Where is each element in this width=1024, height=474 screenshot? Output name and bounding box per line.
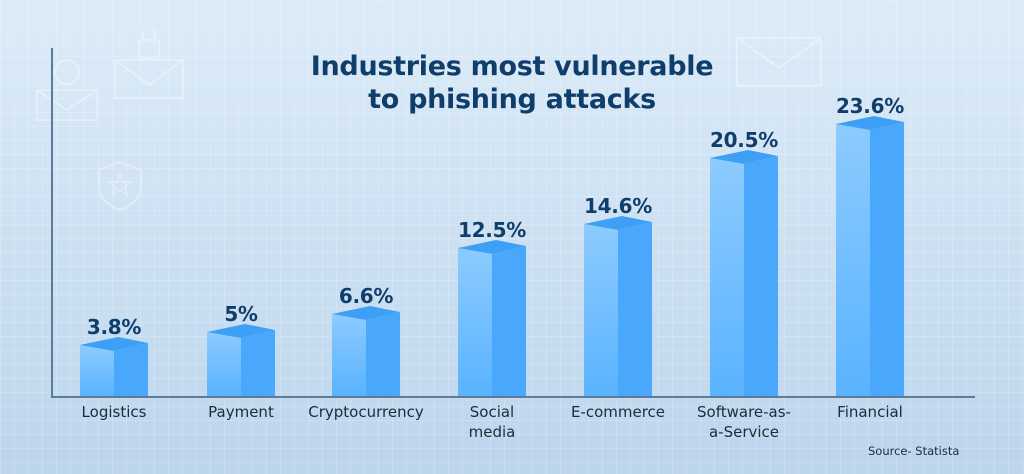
bar-e-commerce [584, 214, 652, 396]
value-label: 20.5% [710, 128, 778, 152]
category-label: Financial [795, 402, 945, 422]
value-label: 6.6% [338, 284, 394, 308]
value-label: 5% [224, 302, 258, 326]
category-label-line1: Logistics [81, 403, 147, 421]
bar-software-as-a-service [710, 148, 778, 396]
category-label: Logistics [39, 402, 189, 422]
y-axis-line [51, 48, 53, 397]
category-label-line1: Financial [837, 403, 903, 421]
source-note: Source- Statista [868, 444, 960, 458]
category-label-line1: Social [469, 403, 515, 421]
chart-title-line2: to phishing attacks [368, 84, 656, 115]
bar-logistics [80, 335, 148, 396]
envelope-virus-icon [36, 59, 98, 121]
x-axis-line [51, 396, 975, 398]
bar-payment [207, 322, 275, 396]
category-label: Social media [417, 402, 567, 442]
bar-financial [836, 114, 904, 396]
category-label: Payment [166, 402, 316, 422]
value-label: 3.8% [86, 315, 142, 339]
category-label-line1: Cryptocurrency [308, 403, 424, 421]
envelope-icon [736, 37, 822, 87]
chart-title: Industries most vulnerable to phishing a… [0, 50, 1024, 116]
category-label: E-commerce [543, 402, 693, 422]
category-label: Software-as-a-Service [669, 402, 819, 442]
bar-social-media [458, 238, 526, 396]
category-label-line1: Payment [208, 403, 274, 421]
value-label: 14.6% [584, 194, 652, 218]
category-label-line2: a-Service [708, 423, 780, 441]
chart-title-line1: Industries most vulnerable [310, 51, 714, 82]
bar-cryptocurrency [332, 304, 400, 396]
category-label: Cryptocurrency [291, 402, 441, 422]
envelope-lock-icon [114, 30, 184, 99]
category-label-line1: Software-as- [697, 403, 791, 421]
value-label: 23.6% [836, 94, 904, 118]
category-label-line2: media [468, 423, 516, 441]
value-label: 12.5% [458, 218, 526, 242]
category-label-line1: E-commerce [570, 403, 666, 421]
shield-star-icon [98, 160, 142, 212]
